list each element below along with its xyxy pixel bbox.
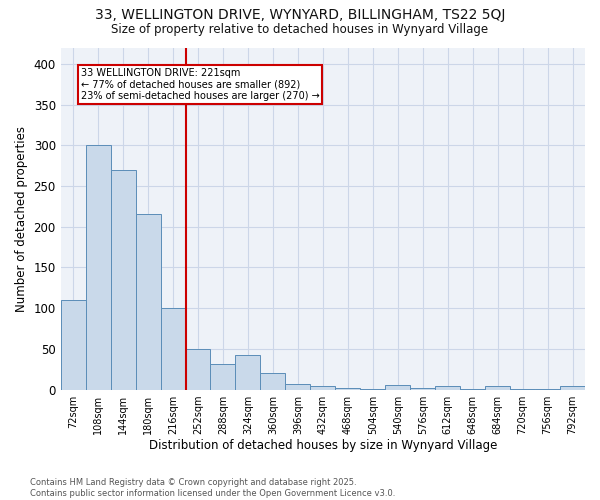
Text: 33 WELLINGTON DRIVE: 221sqm
← 77% of detached houses are smaller (892)
23% of se: 33 WELLINGTON DRIVE: 221sqm ← 77% of det… xyxy=(80,68,319,101)
Bar xyxy=(510,389,535,390)
Bar xyxy=(310,386,335,390)
Text: 33, WELLINGTON DRIVE, WYNYARD, BILLINGHAM, TS22 5QJ: 33, WELLINGTON DRIVE, WYNYARD, BILLINGHA… xyxy=(95,8,505,22)
Bar xyxy=(385,384,410,390)
Bar xyxy=(435,386,460,390)
Bar xyxy=(535,389,560,390)
Bar xyxy=(110,170,136,390)
Bar xyxy=(560,386,585,390)
Y-axis label: Number of detached properties: Number of detached properties xyxy=(15,126,28,312)
Bar xyxy=(86,145,110,390)
Bar xyxy=(61,300,86,390)
Text: Contains HM Land Registry data © Crown copyright and database right 2025.
Contai: Contains HM Land Registry data © Crown c… xyxy=(30,478,395,498)
Text: Size of property relative to detached houses in Wynyard Village: Size of property relative to detached ho… xyxy=(112,22,488,36)
X-axis label: Distribution of detached houses by size in Wynyard Village: Distribution of detached houses by size … xyxy=(149,440,497,452)
Bar xyxy=(211,364,235,390)
Bar xyxy=(335,388,360,390)
Bar xyxy=(460,389,485,390)
Bar xyxy=(235,356,260,390)
Bar xyxy=(260,374,286,390)
Bar xyxy=(185,349,211,390)
Bar xyxy=(485,386,510,390)
Bar xyxy=(360,389,385,390)
Bar xyxy=(136,214,161,390)
Bar xyxy=(286,384,310,390)
Bar xyxy=(161,308,185,390)
Bar xyxy=(410,388,435,390)
